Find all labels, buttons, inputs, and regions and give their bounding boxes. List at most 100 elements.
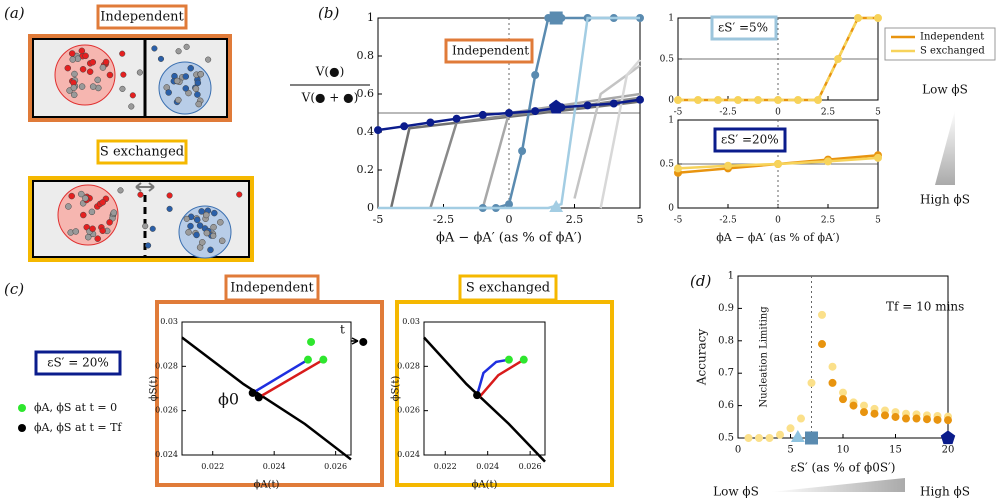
point (774, 96, 782, 104)
molecule (102, 58, 110, 66)
point (902, 414, 910, 423)
molecule (193, 216, 201, 224)
molecule (120, 71, 127, 78)
molecule (80, 211, 87, 219)
plot-area (423, 321, 546, 456)
molecule (106, 219, 113, 226)
molecule (78, 47, 86, 55)
molecule (99, 199, 106, 206)
line (478, 358, 525, 399)
x-tick-label: 0 (775, 216, 781, 226)
x-tick-label: 5 (875, 216, 881, 226)
molecule (205, 56, 212, 63)
point (818, 340, 826, 349)
molecule (68, 50, 76, 57)
y-tick-label: 0.026 (155, 406, 178, 415)
molecule (137, 191, 144, 198)
point (531, 71, 540, 79)
legend-text: ϕA, ϕS at t = Tf (34, 421, 122, 434)
point (744, 434, 753, 442)
molecule (217, 219, 224, 226)
annotation-box (444, 38, 534, 64)
molecule (182, 85, 190, 92)
x-tick-label: 0.024 (263, 462, 286, 471)
molecule (89, 58, 97, 66)
y-tick-label: 0 (668, 204, 674, 214)
point (254, 393, 263, 402)
molecule (194, 91, 201, 98)
point (814, 96, 822, 104)
point (874, 153, 882, 162)
molecule (195, 100, 202, 108)
title: Independent (100, 10, 184, 25)
molecule (197, 70, 204, 78)
molecule (84, 233, 92, 241)
legend-dot (18, 424, 26, 432)
line (475, 358, 510, 396)
point (549, 199, 564, 212)
molecule (71, 70, 78, 78)
x-tick-label: 10 (837, 445, 850, 456)
point (824, 157, 832, 166)
y-tick-label: 0.5 (660, 160, 675, 170)
y-tick-label: 0.7 (718, 368, 734, 379)
title: S exchanged (100, 145, 184, 160)
y-tick-label: 0.026 (397, 406, 420, 415)
molecule (203, 211, 210, 219)
x-tick-label: 0 (735, 445, 741, 456)
gradient-wedge (770, 478, 905, 492)
point (374, 126, 382, 135)
x-tick-label: -5 (674, 216, 683, 226)
point (609, 99, 618, 108)
point (714, 96, 722, 104)
point (849, 401, 858, 410)
x-tick-label: 20 (942, 445, 955, 456)
point (881, 411, 889, 420)
y-tick-label: 0.028 (155, 361, 178, 370)
point (303, 355, 312, 364)
panel-label: (a) (4, 4, 25, 22)
point (319, 355, 328, 364)
y-tick-label: 0.5 (660, 55, 675, 65)
gradient-wedge (935, 110, 955, 185)
annotation: εS′ =5% (718, 21, 768, 35)
molecule (119, 85, 126, 92)
annotation: Independent (452, 44, 529, 58)
molecule (94, 235, 101, 242)
y-tick-label: 1 (367, 11, 374, 24)
point (874, 14, 882, 22)
eps-box (34, 350, 122, 376)
panel-label: (c) (4, 280, 24, 298)
y-axis-label: ϕS(t) (149, 376, 160, 402)
molecule (185, 229, 192, 236)
molecule (82, 195, 89, 202)
molecule (182, 73, 190, 80)
x-tick-label: 15 (889, 445, 902, 456)
molecule (165, 89, 172, 96)
x-tick-label: -5 (373, 213, 384, 226)
annotation: Nucleation Limiting (759, 306, 770, 408)
panel-label: (d) (690, 272, 711, 290)
y-tick-label: 1 (728, 271, 734, 282)
annotation: t (340, 323, 345, 337)
y-tick-label: 0.03 (402, 317, 420, 326)
x-axis-label: εS′ (as % of ϕ0S′) (791, 461, 896, 475)
x-tick-label: -2.5 (433, 213, 454, 226)
title-box (458, 274, 558, 302)
molecule (70, 84, 78, 91)
molecule (187, 64, 194, 72)
ratio-denominator: V(● + ●) (301, 91, 359, 105)
y-tick-label: 0.8 (718, 335, 734, 346)
point (854, 14, 862, 22)
molecule (166, 192, 173, 199)
point (426, 118, 435, 127)
x-axis-label: ϕA − ϕA′ (as % of ϕA′) (716, 231, 839, 244)
y-tick-label: 0.6 (718, 400, 734, 411)
x-tick-label: -2.5 (719, 216, 737, 226)
molecule (89, 225, 96, 233)
point (674, 96, 682, 104)
x-tick-label: 2.5 (821, 108, 836, 118)
point (794, 96, 802, 104)
molecule (89, 83, 97, 90)
point (694, 96, 702, 104)
